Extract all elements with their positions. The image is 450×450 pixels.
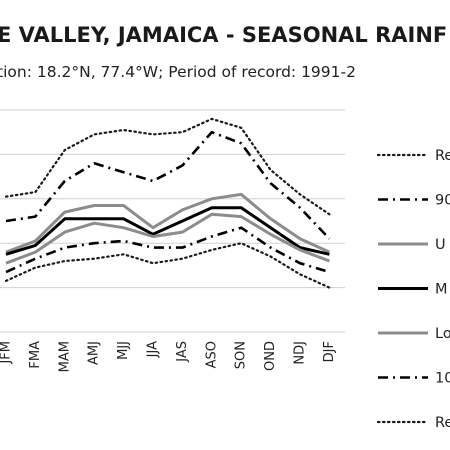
plot-gridlines <box>0 109 345 333</box>
chart-title: E VALLEY, JAMAICA - SEASONAL RAINF <box>0 23 447 47</box>
x-tick-label: JFM <box>0 341 14 365</box>
x-tick-label: JJA <box>146 341 161 358</box>
x-tick-label: MAM <box>57 341 72 372</box>
x-tick-label: SON <box>234 341 249 369</box>
series-line-7 <box>4 242 331 289</box>
x-tick-label: MJJ <box>116 341 131 360</box>
chart-subtitle: tion: 18.2°N, 77.4°W; Period of record: … <box>0 63 356 81</box>
legend-label: Re <box>435 415 450 431</box>
legend-label: U <box>435 237 446 253</box>
series-line-3 <box>5 192 331 254</box>
plot-series <box>4 117 331 289</box>
legend-label: Re <box>435 148 450 164</box>
x-tick-label: NDJ <box>293 341 308 365</box>
legend-label: 10 <box>435 371 450 387</box>
series-line-4 <box>5 206 330 256</box>
legend-label: 90 <box>435 193 450 209</box>
x-tick-label: AMJ <box>87 341 102 365</box>
series-line-1 <box>4 117 331 216</box>
x-tick-label: OND <box>263 341 278 371</box>
x-axis-ticks: JFM FMA MAM AMJ MJJ JJA JAS ASO SON OND NDJ DJF <box>0 341 337 372</box>
x-tick-label: DJF <box>322 341 337 362</box>
x-tick-label: JAS <box>175 341 190 363</box>
legend-label: M <box>435 282 448 298</box>
legend-label: Lo <box>435 326 450 342</box>
x-tick-label: FMA <box>28 341 43 369</box>
series-line-5 <box>5 212 330 265</box>
series-line-2 <box>5 130 331 240</box>
x-tick-label: ASO <box>204 341 219 368</box>
legend: Re 90 U M Lo 10 Re <box>376 148 450 431</box>
